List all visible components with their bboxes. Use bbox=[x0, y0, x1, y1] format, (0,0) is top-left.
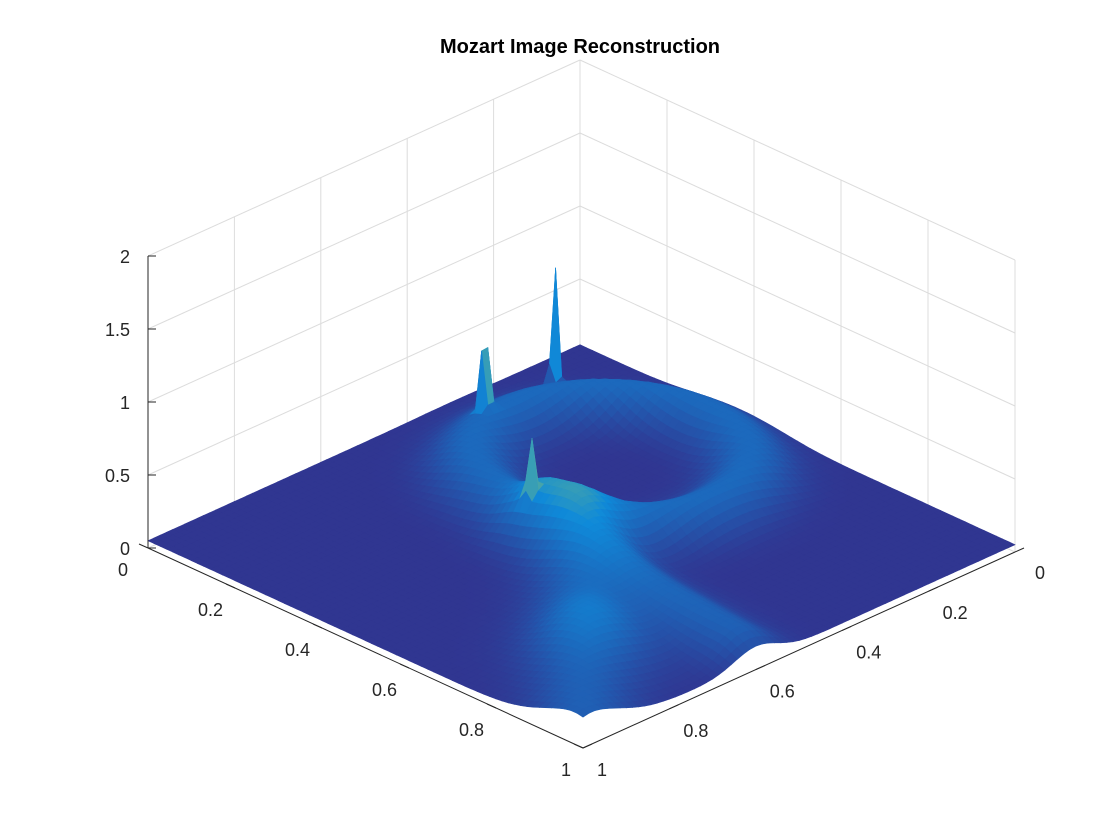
x-tick bbox=[573, 743, 584, 749]
x-tick-label: 0.8 bbox=[459, 720, 484, 740]
x-tick-label: 0.6 bbox=[372, 680, 397, 700]
chart-title: Mozart Image Reconstruction bbox=[440, 36, 720, 58]
y-tick bbox=[582, 743, 593, 749]
x-tick bbox=[138, 543, 149, 549]
surface-cell bbox=[549, 267, 563, 384]
y-tick-label: 0.8 bbox=[683, 721, 708, 741]
y-tick bbox=[755, 665, 766, 671]
x-tick bbox=[225, 583, 236, 589]
x-tick-label: 0 bbox=[118, 560, 128, 580]
grid-line bbox=[147, 132, 581, 330]
y-tick bbox=[1014, 547, 1025, 553]
grid-line bbox=[147, 278, 581, 476]
y-tick-label: 0.6 bbox=[770, 682, 795, 702]
z-tick-label: 2 bbox=[120, 247, 130, 267]
grid-line bbox=[579, 205, 1016, 407]
y-tick-label: 0.4 bbox=[856, 642, 881, 662]
x-tick bbox=[312, 623, 323, 629]
z-tick-label: 0.5 bbox=[105, 466, 130, 486]
y-tick bbox=[841, 625, 852, 631]
z-tick-label: 1.5 bbox=[105, 320, 130, 340]
grid-line bbox=[579, 278, 1016, 480]
x-tick-label: 1 bbox=[561, 760, 571, 780]
y-tick-label: 0.2 bbox=[943, 603, 968, 623]
surface-mesh bbox=[147, 267, 1016, 718]
x-tick bbox=[399, 663, 410, 669]
y-tick bbox=[928, 586, 938, 592]
y-tick-label: 1 bbox=[597, 760, 607, 780]
y-tick bbox=[669, 704, 679, 710]
y-tick-label: 0 bbox=[1035, 563, 1045, 583]
grid-line bbox=[147, 205, 581, 403]
grid-line bbox=[579, 59, 1016, 261]
grid-line bbox=[147, 59, 581, 257]
grid-line bbox=[579, 132, 1016, 334]
z-tick-label: 1 bbox=[120, 393, 130, 413]
z-tick-label: 0 bbox=[120, 539, 130, 559]
x-tick-label: 0.2 bbox=[198, 600, 223, 620]
x-tick bbox=[486, 703, 497, 709]
x-tick-label: 0.4 bbox=[285, 640, 310, 660]
